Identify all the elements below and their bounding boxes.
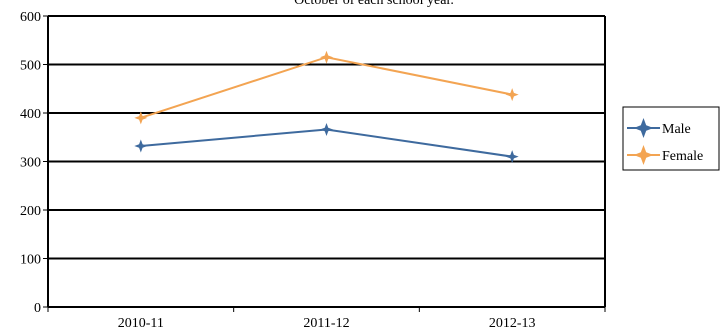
series-line-female (140, 56, 513, 119)
chart-title: October of each school year. (294, 0, 454, 8)
data-point-male (320, 122, 333, 136)
series-layer (134, 50, 519, 164)
legend-label-male: Male (662, 122, 691, 137)
y-axis-ticks: 0 100 200 300 400 500 600 (20, 10, 48, 316)
legend-box (622, 106, 720, 171)
legend-marker-male (633, 118, 654, 138)
legend-label-female: Female (662, 149, 703, 164)
x-tick-label: 2011-12 (303, 316, 349, 331)
y-tick-label: 500 (20, 59, 41, 74)
y-tick-label: 300 (20, 156, 41, 171)
data-point-female (505, 88, 519, 102)
y-tick-label: 0 (34, 301, 41, 316)
legend-marker-female (633, 145, 654, 165)
y-tick-label: 100 (20, 253, 41, 268)
x-axis-ticks: 2010-11 2011-12 2012-13 (47, 307, 606, 331)
x-tick-label: 2012-13 (489, 316, 536, 331)
x-tick-label: 2010-11 (118, 316, 164, 331)
data-point-male (505, 150, 519, 164)
data-point-female (320, 50, 333, 64)
data-point-male (134, 139, 148, 153)
y-tick-label: 400 (20, 107, 41, 122)
y-tick-label: 200 (20, 204, 41, 219)
legend: Male Female (622, 106, 720, 171)
y-tick-label: 600 (20, 10, 41, 25)
data-point-female (134, 111, 148, 125)
